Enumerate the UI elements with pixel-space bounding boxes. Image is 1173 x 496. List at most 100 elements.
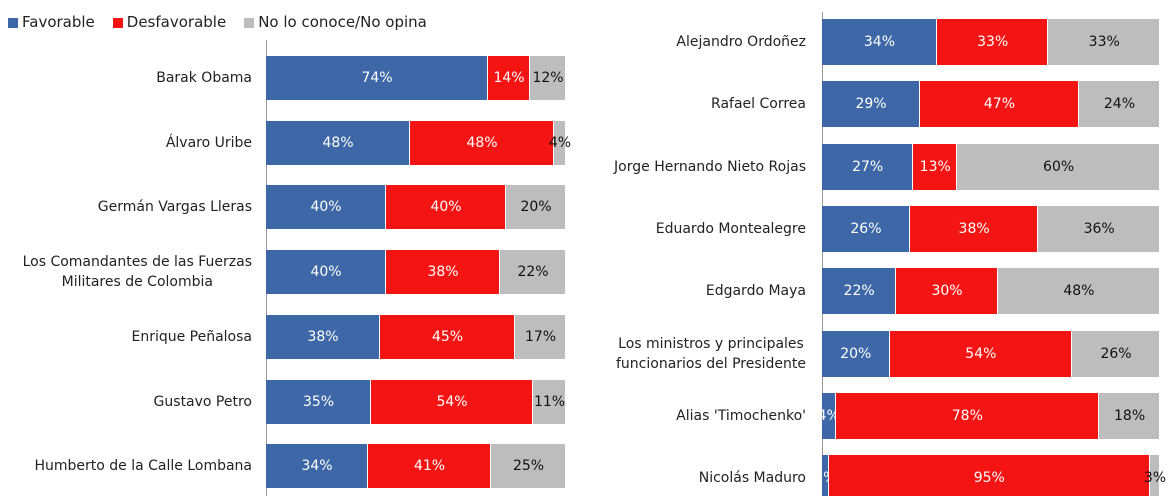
category-label: Barak Obama bbox=[156, 70, 252, 86]
bar-segment bbox=[266, 314, 380, 359]
bar-segment bbox=[491, 444, 566, 489]
bar-segment bbox=[822, 19, 937, 65]
category-label: Humberto de la Calle Lombana bbox=[34, 458, 252, 475]
data-label: 14% bbox=[493, 70, 525, 86]
bar-segment bbox=[371, 379, 533, 424]
data-label: 34% bbox=[301, 458, 333, 475]
data-label: 29% bbox=[855, 96, 887, 113]
data-label: 33% bbox=[977, 34, 1009, 50]
bar-segment bbox=[1078, 81, 1160, 128]
data-label: 25% bbox=[512, 458, 545, 475]
legend-label: Desfavorable bbox=[126, 13, 227, 31]
bar-segment bbox=[997, 268, 1160, 315]
bar-segment bbox=[835, 392, 1100, 439]
bar-segment bbox=[266, 379, 371, 424]
bar-segment bbox=[1048, 19, 1160, 65]
bar-segment bbox=[506, 185, 566, 230]
bar-segment bbox=[913, 143, 958, 190]
category-label: Edgardo Maya bbox=[705, 283, 806, 300]
bar-segment bbox=[957, 143, 1160, 190]
data-label: 33% bbox=[1088, 34, 1120, 50]
data-label: 35% bbox=[302, 393, 335, 410]
data-label: 40% bbox=[310, 264, 342, 281]
bar-segment bbox=[828, 455, 1150, 496]
axis-line bbox=[822, 12, 823, 496]
legend-label: No lo conoce/No opina bbox=[258, 13, 427, 31]
data-label: 22% bbox=[843, 283, 875, 300]
data-label: 48% bbox=[322, 134, 354, 151]
category-label: Jorge Hernando Nieto Rojas bbox=[614, 158, 806, 175]
bar-segment bbox=[488, 56, 530, 100]
bar-segment bbox=[1072, 330, 1160, 377]
data-label: 45% bbox=[431, 328, 464, 345]
data-label: 34% bbox=[863, 34, 896, 50]
data-label: 27% bbox=[852, 158, 884, 175]
bar-segment bbox=[822, 455, 829, 496]
data-label: 22% bbox=[517, 264, 549, 281]
category-label: Rafael Correa bbox=[711, 96, 806, 113]
data-label: 17% bbox=[524, 328, 557, 345]
bar-segment bbox=[822, 143, 914, 190]
bar-segment bbox=[1149, 455, 1160, 496]
category-label: Eduardo Montealegre bbox=[655, 220, 806, 237]
data-label: 30% bbox=[931, 283, 963, 300]
bar-segment bbox=[368, 444, 491, 489]
bar-segment bbox=[515, 314, 566, 359]
data-label: 40% bbox=[310, 199, 342, 216]
bar-segment bbox=[410, 120, 554, 165]
data-label: 40% bbox=[430, 199, 462, 216]
bar-segment bbox=[380, 314, 515, 359]
category-label: Gustavo Petro bbox=[153, 393, 252, 410]
data-label: 12% bbox=[532, 70, 564, 86]
bar-segment bbox=[533, 379, 566, 424]
data-label: 95% bbox=[973, 470, 1005, 487]
data-label: 4% bbox=[548, 134, 572, 151]
bar-segment bbox=[920, 81, 1079, 128]
data-label: 38% bbox=[427, 264, 459, 281]
data-label: 54% bbox=[965, 345, 997, 362]
bar-segment bbox=[266, 120, 410, 165]
category-label: Alias 'Timochenko' bbox=[676, 407, 806, 424]
bar-segment bbox=[266, 250, 386, 295]
bar-segment bbox=[500, 250, 566, 295]
bar-segment bbox=[936, 19, 1049, 65]
data-label: 20% bbox=[840, 345, 872, 362]
data-label: 74% bbox=[361, 70, 393, 86]
data-label: 36% bbox=[1083, 220, 1115, 237]
bar-segment bbox=[386, 185, 506, 230]
bar-segment bbox=[266, 56, 488, 100]
data-label: 3% bbox=[1143, 470, 1167, 487]
data-label: 24% bbox=[1103, 96, 1135, 113]
bar-segment bbox=[266, 185, 386, 230]
data-label: 47% bbox=[983, 96, 1015, 113]
data-label: 20% bbox=[520, 199, 552, 216]
category-label: Los Comandantes de las Fuerzas Militares… bbox=[22, 254, 252, 291]
bar-segment bbox=[266, 444, 368, 489]
category-label: Álvaro Uribe bbox=[165, 134, 252, 151]
data-label: 60% bbox=[1043, 158, 1075, 175]
bar-segment bbox=[822, 205, 910, 252]
category-label: Enrique Peñalosa bbox=[131, 328, 252, 345]
legend-swatch bbox=[244, 18, 255, 28]
bar-segment bbox=[1038, 205, 1160, 252]
category-label: Nicolás Maduro bbox=[698, 470, 806, 487]
data-label: 26% bbox=[1100, 345, 1132, 362]
data-label: 41% bbox=[413, 458, 446, 475]
bar-segment bbox=[822, 392, 836, 439]
data-label: 54% bbox=[436, 393, 468, 410]
legend-label: Favorable bbox=[22, 13, 95, 31]
data-label: 4% bbox=[817, 407, 840, 424]
data-label: 38% bbox=[958, 220, 990, 237]
data-label: 78% bbox=[951, 407, 983, 424]
data-label: 48% bbox=[1063, 283, 1095, 300]
data-label: 38% bbox=[307, 328, 339, 345]
category-label: Los ministros y principales funcionarios… bbox=[616, 335, 806, 372]
legend-swatch bbox=[112, 18, 123, 28]
data-label: 11% bbox=[533, 393, 566, 410]
bar-segment bbox=[822, 330, 890, 377]
category-label: Alejandro Ordoñez bbox=[676, 34, 806, 50]
bar-segment bbox=[822, 81, 921, 128]
data-label: 13% bbox=[919, 158, 951, 175]
data-label: 26% bbox=[850, 220, 882, 237]
